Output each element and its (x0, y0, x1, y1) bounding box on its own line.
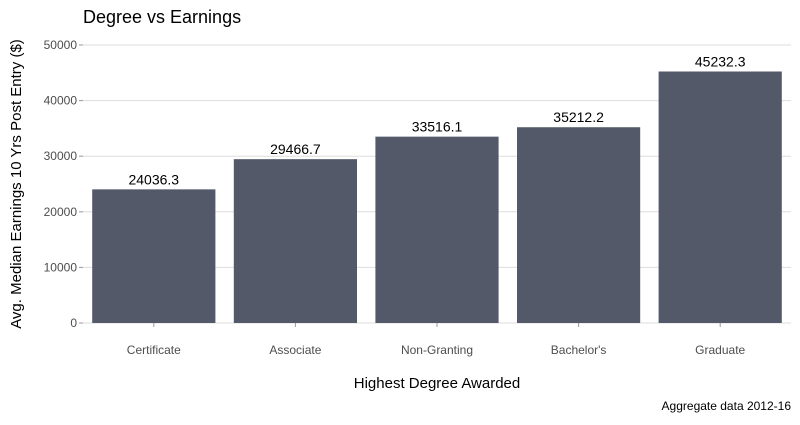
x-axis-label: Highest Degree Awarded (354, 375, 521, 392)
y-tick-label: 10000 (44, 260, 78, 274)
bar (233, 159, 357, 323)
bar-value-label: 24036.3 (128, 171, 179, 187)
x-tick-label: Non-Granting (401, 343, 473, 357)
y-tick-label: 20000 (44, 205, 78, 219)
bar (517, 127, 641, 323)
bar-value-label: 45232.3 (695, 54, 746, 70)
bar-value-label: 35212.2 (553, 109, 604, 125)
bars (92, 71, 782, 323)
x-axis-ticks: Certificate Associate Non-Granting Bachelor… (127, 323, 746, 357)
bar-value-label: 33516.1 (412, 119, 463, 135)
bar (375, 136, 499, 323)
bar (658, 71, 782, 323)
y-tick-label: 30000 (44, 149, 78, 163)
y-tick-label: 40000 (44, 94, 78, 108)
x-tick-label: Graduate (695, 343, 745, 357)
x-tick-label: Certificate (127, 343, 181, 357)
bar-value-label: 29466.7 (270, 141, 321, 157)
value-labels: 24036.3 29466.7 33516.1 35212.2 45232.3 (128, 54, 745, 188)
y-axis-ticks: 0 10000 20000 30000 40000 50000 (44, 38, 83, 330)
x-tick-label: Bachelor's (551, 343, 607, 357)
bar (92, 189, 216, 323)
chart-title: Degree vs Earnings (83, 7, 241, 27)
chart-caption: Aggregate data 2012-16 (662, 399, 792, 413)
y-tick-label: 50000 (44, 38, 78, 52)
x-tick-label: Associate (269, 343, 321, 357)
y-tick-label: 0 (70, 316, 77, 330)
y-axis-label: Avg. Median Earnings 10 Yrs Post Entry (… (8, 39, 25, 329)
